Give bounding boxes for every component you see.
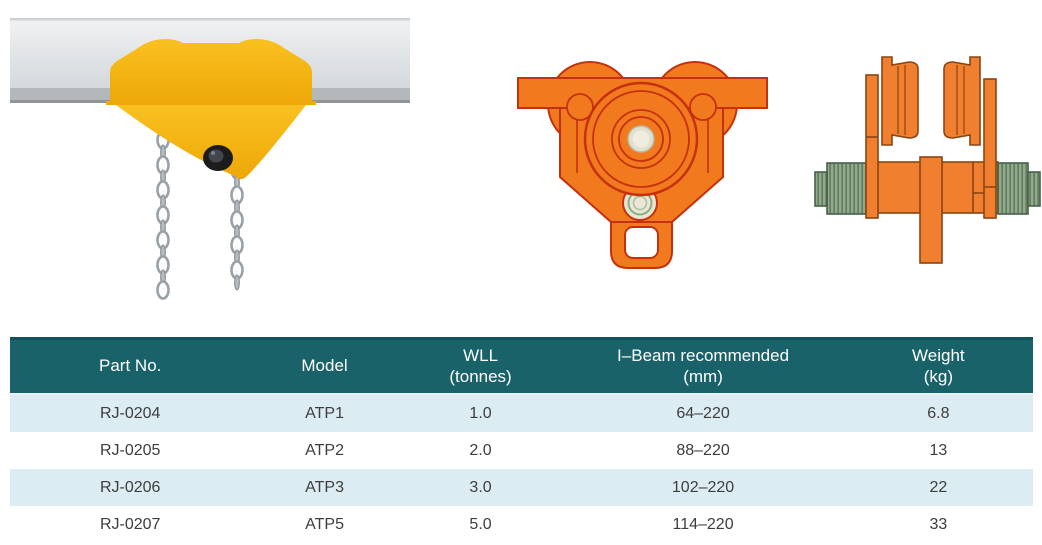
spec-cell-weight_kg: 13 — [929, 441, 948, 459]
spec-cell-part_no: RJ-0207 — [99, 515, 161, 533]
center-hanger-bar — [919, 156, 943, 264]
wheel-section-right — [943, 56, 981, 146]
shackle-hole — [624, 226, 659, 259]
spec-col-header-1: Model — [250, 337, 399, 395]
spec-row-RJ-0205: RJ-0205 ATP2 2.0 88–220 13 — [10, 432, 1033, 469]
spec-cell-part_no: RJ-0206 — [99, 478, 161, 496]
spec-cell-wll_tonnes: 2.0 — [469, 441, 492, 459]
spec-table: Part No. Model WLL (tonnes) I–Beam recommen… — [10, 337, 1033, 543]
axle-boss-right — [689, 93, 717, 121]
spec-col-header-3: I–Beam recommended (mm) — [562, 337, 844, 395]
spec-cell-part_no: RJ-0204 — [99, 404, 161, 422]
hub-ring-outer — [611, 109, 671, 169]
hand-chain-right — [230, 160, 244, 291]
trolley-side-plate — [116, 105, 306, 180]
spec-row-RJ-0204: RJ-0204 ATP1 1.0 64–220 6.8 — [10, 394, 1033, 432]
spec-cell-part_no: RJ-0205 — [99, 441, 161, 459]
spec-cell-wll_tonnes: 3.0 — [469, 478, 492, 496]
spec-cell-i_beam_mm: 114–220 — [672, 515, 734, 533]
spec-cell-model: ATP2 — [305, 441, 344, 459]
trolley-photo — [10, 18, 410, 300]
trolley-body — [106, 39, 316, 180]
bolt-hub — [208, 149, 224, 163]
spec-col-header-4: Weight (kg) — [843, 337, 1033, 395]
trolley-top-clamp — [106, 39, 316, 105]
spec-cell-model: ATP5 — [305, 515, 344, 533]
roller-ring-inner — [632, 195, 648, 211]
spec-cell-i_beam_mm: 88–220 — [676, 441, 730, 459]
spec-cell-wll_tonnes: 5.0 — [469, 515, 492, 533]
threaded-step-left — [814, 171, 828, 207]
axle-boss-left — [566, 93, 594, 121]
spec-row-RJ-0207: RJ-0207 ATP5 5.0 114–220 33 — [10, 506, 1033, 543]
side-plate-right — [983, 78, 997, 219]
spec-cell-wll_tonnes: 1.0 — [469, 404, 492, 422]
spec-cell-weight_kg: 22 — [929, 478, 948, 496]
spec-table-body: RJ-0204 ATP1 1.0 64–220 6.8 RJ-0205 ATP2 2.0 88–… — [10, 394, 1033, 543]
bolt-highlight — [211, 151, 215, 155]
spec-table-header: Part No. Model WLL (tonnes) I–Beam recommen… — [10, 337, 1033, 395]
hub-ring-inner — [618, 116, 664, 162]
disc-ring — [592, 90, 690, 188]
spec-cell-weight_kg: 6.8 — [927, 404, 950, 422]
front-view-drawing — [517, 61, 768, 269]
threaded-end-right — [997, 162, 1029, 215]
side-view-drawing — [814, 56, 1041, 264]
spec-cell-weight_kg: 33 — [929, 515, 948, 533]
threaded-end-left — [826, 162, 867, 215]
side-plate-left — [865, 74, 879, 219]
spec-cell-model: ATP3 — [305, 478, 344, 496]
spec-col-header-0: Part No. — [10, 337, 251, 395]
spec-cell-i_beam_mm: 102–220 — [671, 478, 735, 496]
spec-col-header-2: WLL (tonnes) — [398, 337, 563, 395]
threaded-step-right — [1027, 171, 1041, 207]
wheel-section-left — [881, 56, 919, 146]
spec-cell-model: ATP1 — [305, 404, 344, 422]
spec-cell-i_beam_mm: 64–220 — [676, 404, 730, 422]
axle-pin-center — [632, 130, 650, 148]
spec-row-RJ-0206: RJ-0206 ATP3 3.0 102–220 22 — [10, 469, 1033, 506]
hand-chain-left — [156, 130, 170, 300]
